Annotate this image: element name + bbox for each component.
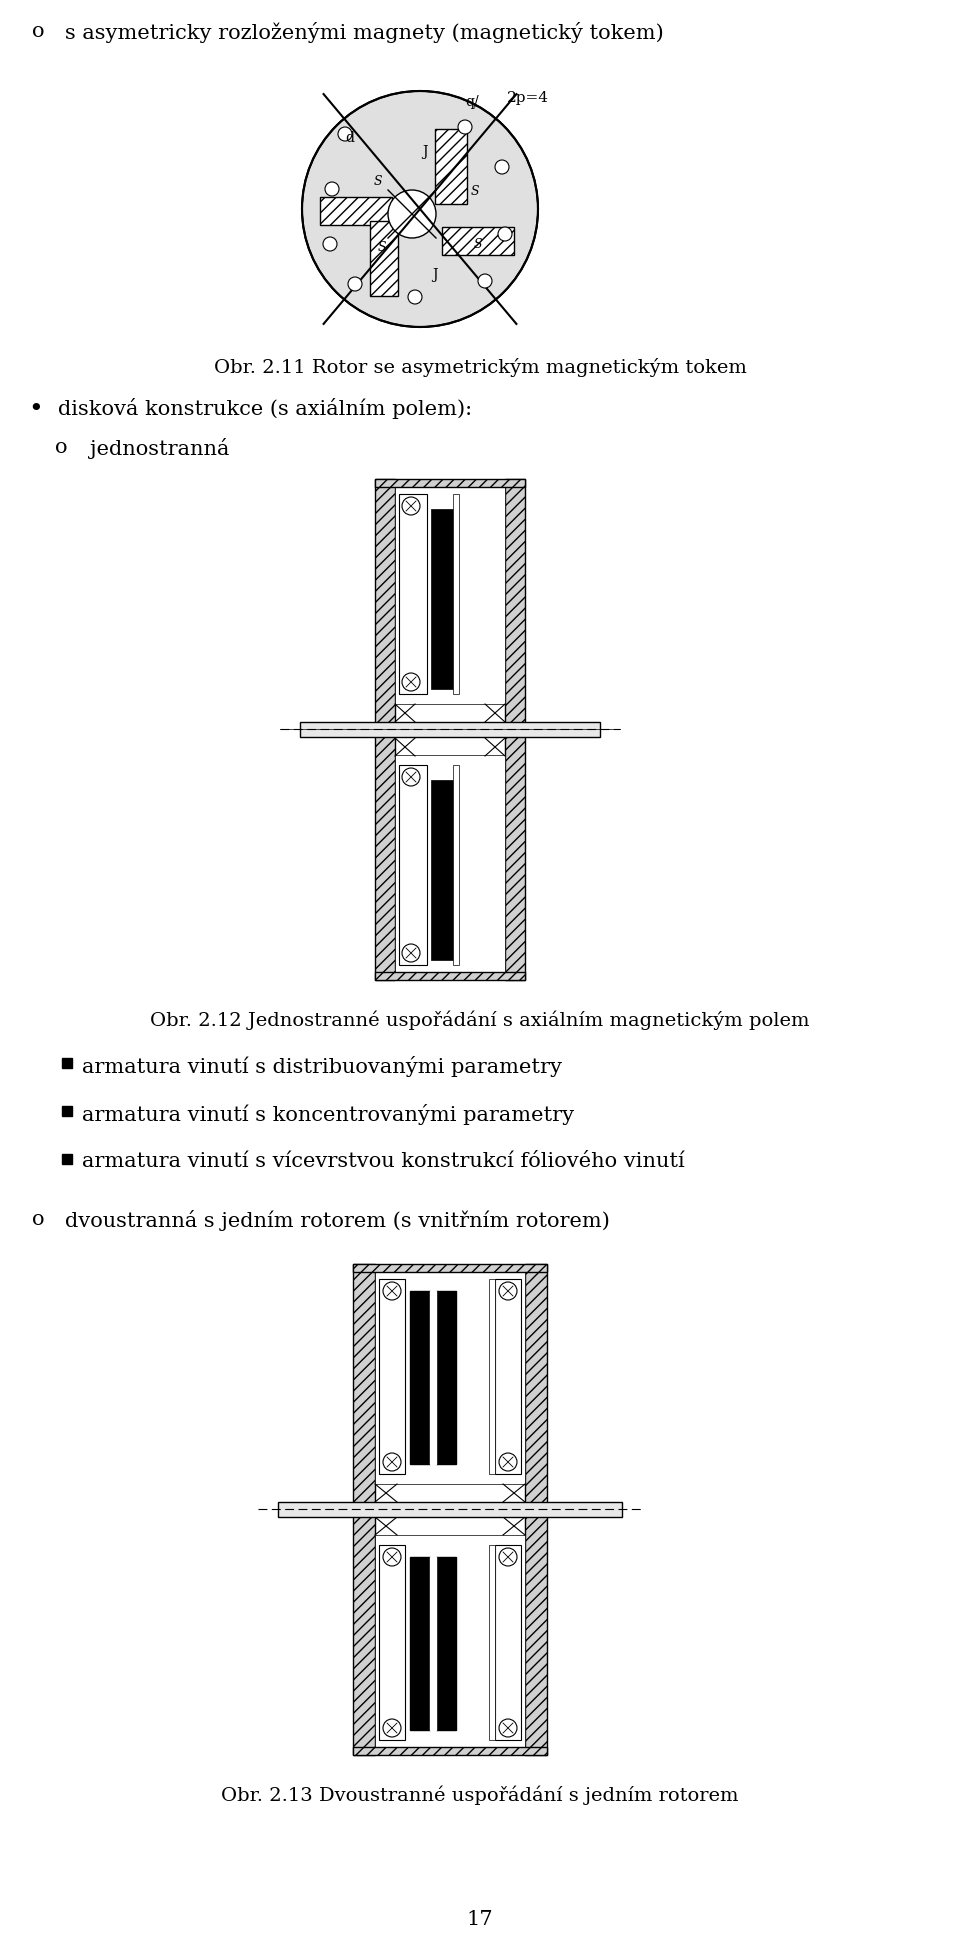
Bar	[353, 1265, 375, 1756]
Bar	[278, 1501, 622, 1517]
Bar	[375, 1269, 525, 1484]
Text: S: S	[377, 240, 386, 254]
Bar	[395, 757, 505, 976]
Circle shape	[383, 1282, 401, 1300]
Text: •: •	[28, 397, 43, 420]
Bar	[431, 780, 453, 960]
Circle shape	[458, 121, 472, 135]
Bar	[375, 479, 395, 981]
Text: s asymetricky rozloženými magnety (magnetický tokem): s asymetricky rozloženými magnety (magne…	[65, 22, 663, 43]
Text: dvoustranná s jedním rotorem (s vnitřním rotorem): dvoustranná s jedním rotorem (s vnitřním…	[65, 1210, 610, 1230]
Circle shape	[499, 1453, 517, 1472]
Circle shape	[495, 160, 509, 174]
Bar	[300, 723, 600, 737]
Circle shape	[323, 239, 337, 252]
Bar	[453, 766, 459, 966]
Bar	[399, 495, 427, 694]
Bar	[353, 1265, 547, 1273]
Circle shape	[383, 1548, 401, 1566]
Bar	[453, 495, 459, 694]
Circle shape	[402, 944, 420, 962]
Circle shape	[499, 1548, 517, 1566]
Text: armatura vinutí s vícevrstvou konstrukcí fóliového vinutí: armatura vinutí s vícevrstvou konstrukcí…	[82, 1151, 684, 1171]
Bar	[489, 1544, 495, 1740]
Bar	[353, 1748, 547, 1756]
Text: S: S	[473, 239, 482, 252]
Text: armatura vinutí s distribuovanými parametry: armatura vinutí s distribuovanými parame…	[82, 1056, 562, 1077]
Circle shape	[402, 768, 420, 786]
Circle shape	[402, 674, 420, 692]
Bar	[489, 1279, 495, 1474]
Circle shape	[325, 184, 339, 197]
Text: o: o	[32, 22, 44, 41]
Text: q/: q/	[466, 96, 479, 109]
Circle shape	[478, 276, 492, 289]
Bar	[395, 485, 505, 704]
Bar	[410, 1558, 430, 1730]
Bar	[375, 1535, 525, 1750]
Text: 2p=4: 2p=4	[507, 92, 549, 106]
Circle shape	[338, 127, 352, 143]
Circle shape	[348, 278, 362, 291]
Bar	[320, 197, 392, 227]
Text: o: o	[55, 438, 67, 457]
Circle shape	[383, 1718, 401, 1738]
Text: o: o	[32, 1210, 44, 1228]
Bar	[370, 221, 398, 297]
Bar	[430, 1292, 436, 1464]
Circle shape	[388, 192, 436, 239]
Text: J: J	[422, 145, 428, 158]
Bar	[442, 229, 514, 256]
Circle shape	[383, 1453, 401, 1472]
Circle shape	[499, 1282, 517, 1300]
Bar	[375, 479, 525, 487]
Text: d: d	[346, 131, 354, 145]
Bar	[62, 1107, 72, 1116]
Bar	[399, 766, 427, 966]
Bar	[379, 1544, 405, 1740]
Text: S: S	[470, 186, 479, 197]
Bar	[435, 129, 467, 205]
Bar	[62, 1058, 72, 1069]
Bar	[375, 972, 525, 981]
Bar	[495, 1279, 521, 1474]
Bar	[430, 1558, 436, 1730]
Circle shape	[408, 291, 422, 305]
Bar	[436, 1558, 456, 1730]
Bar	[431, 510, 453, 690]
Bar	[495, 1544, 521, 1740]
Bar	[379, 1279, 405, 1474]
Text: jednostranná: jednostranná	[90, 438, 229, 459]
Bar	[62, 1153, 72, 1165]
Text: armatura vinutí s koncentrovanými parametry: armatura vinutí s koncentrovanými parame…	[82, 1103, 574, 1124]
Bar	[410, 1292, 430, 1464]
Bar	[436, 1292, 456, 1464]
Circle shape	[498, 229, 512, 242]
Text: Obr. 2.12 Jednostranné uspořádání s axiálním magnetickým polem: Obr. 2.12 Jednostranné uspořádání s axiá…	[151, 1011, 809, 1030]
Text: Obr. 2.13 Dvoustranné uspořádání s jedním rotorem: Obr. 2.13 Dvoustranné uspořádání s jední…	[221, 1785, 739, 1804]
Circle shape	[402, 499, 420, 516]
Text: disková konstrukce (s axiálním polem):: disková konstrukce (s axiálním polem):	[58, 397, 472, 418]
Text: S: S	[373, 176, 382, 188]
Bar	[525, 1265, 547, 1756]
Circle shape	[499, 1718, 517, 1738]
Text: Obr. 2.11 Rotor se asymetrickým magnetickým tokem: Obr. 2.11 Rotor se asymetrickým magnetic…	[213, 358, 747, 377]
Text: 17: 17	[467, 1908, 493, 1928]
Bar	[505, 479, 525, 981]
Circle shape	[302, 92, 538, 328]
Text: J: J	[432, 268, 438, 282]
